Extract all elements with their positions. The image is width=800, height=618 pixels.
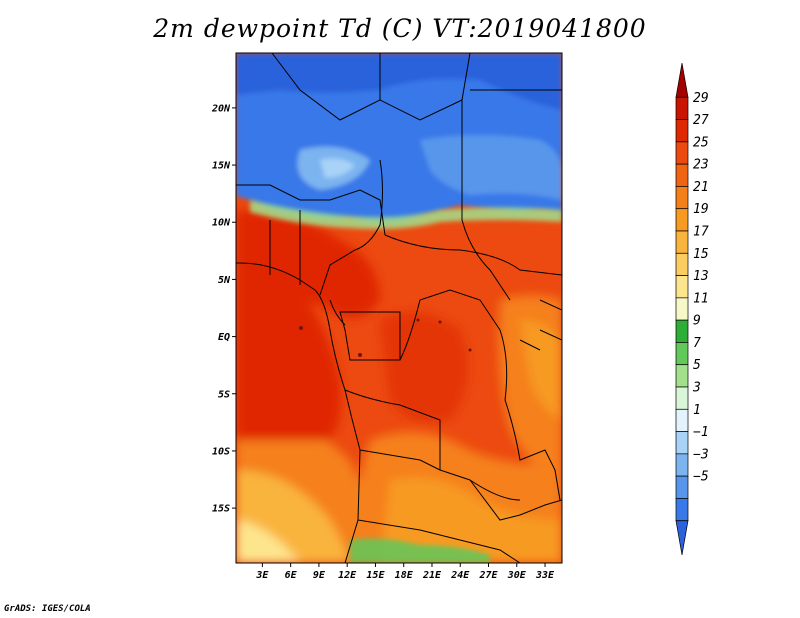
- lat-label: EQ: [218, 332, 230, 343]
- colorbar-label: 11: [693, 291, 709, 306]
- colorbar-label: −1: [693, 425, 709, 440]
- colorbar-swatch: [675, 141, 689, 165]
- colorbar-label: 5: [693, 358, 701, 373]
- map-title: 2m dewpoint Td (C) VT:2019041800: [153, 14, 647, 43]
- colorbar-swatch: [675, 163, 689, 187]
- colorbar-label: 15: [693, 247, 709, 262]
- colorbar-swatch: [675, 275, 689, 299]
- lat-label: 15N: [212, 161, 231, 172]
- colorbar-label: 29: [693, 91, 709, 106]
- lat-label: 5N: [218, 275, 231, 286]
- lon-axis: 3E 6E 9E 12E 15E 18E 21E 24E 27E 30E 33E: [255, 563, 555, 581]
- colorbar-swatch: [675, 408, 689, 432]
- colorbar-label: −3: [693, 447, 709, 462]
- colorbar-swatch: [675, 431, 689, 455]
- dewpoint-field: [236, 53, 562, 563]
- lake-specks: [299, 318, 472, 357]
- colorbar-swatch: [675, 297, 689, 321]
- grads-credit: GrADS: IGES/COLA: [4, 604, 91, 614]
- lat-label: 5S: [218, 389, 230, 400]
- lon-label: 9E: [313, 570, 326, 581]
- colorbar-label: 7: [693, 336, 701, 351]
- colorbar-swatch: [675, 342, 689, 366]
- lat-label: 10S: [212, 446, 230, 457]
- colorbar-label: 21: [693, 180, 709, 195]
- colorbar-swatch: [675, 62, 689, 98]
- colorbar-label: 17: [693, 225, 709, 240]
- lon-label: 3E: [255, 570, 269, 581]
- colorbar-swatch: [675, 453, 689, 477]
- lon-label: 12E: [338, 570, 357, 581]
- colorbar-swatch: [675, 208, 689, 232]
- lon-label: 33E: [535, 570, 555, 581]
- lon-label: 24E: [450, 570, 470, 581]
- colorbar-label: 13: [693, 269, 709, 284]
- colorbar-label: 3: [692, 381, 701, 396]
- colorbar-swatch: [675, 319, 689, 343]
- colorbar-label: 19: [693, 202, 709, 217]
- lon-label: 15E: [366, 570, 385, 581]
- colorbar-label: −5: [693, 470, 709, 485]
- colorbar: 29 27 25 23 21 19 17 15 13 11 9 7 5 3 1 −1 −3 −5: [675, 62, 709, 556]
- lat-label: 15S: [212, 504, 230, 515]
- lon-label: 21E: [422, 570, 442, 581]
- colorbar-swatch: [675, 386, 689, 410]
- lat-label: 10N: [212, 218, 231, 229]
- colorbar-label: 9: [693, 314, 701, 329]
- colorbar-swatch: [675, 475, 689, 499]
- colorbar-swatch: [675, 230, 689, 254]
- colorbar-swatch: [675, 186, 689, 210]
- colorbar-swatch: [675, 364, 689, 388]
- colorbar-swatch: [675, 498, 689, 522]
- colorbar-label: 1: [693, 403, 701, 418]
- country-borders: [236, 53, 562, 563]
- lon-label: 27E: [478, 570, 498, 581]
- lon-label: 6E: [285, 570, 298, 581]
- colorbar-label: 27: [693, 113, 709, 128]
- colorbar-label: 23: [693, 158, 709, 173]
- colorbar-swatch: [675, 96, 689, 120]
- lat-label: 20N: [211, 103, 231, 114]
- colorbar-label: 25: [693, 135, 709, 150]
- lon-label: 30E: [507, 570, 527, 581]
- colorbar-swatch: [675, 119, 689, 143]
- colorbar-swatch: [675, 520, 689, 556]
- lon-label: 18E: [395, 570, 414, 581]
- lat-axis: 20N 15N 10N 5N EQ 5S 10S 15S: [211, 103, 236, 515]
- colorbar-swatch: [675, 252, 689, 276]
